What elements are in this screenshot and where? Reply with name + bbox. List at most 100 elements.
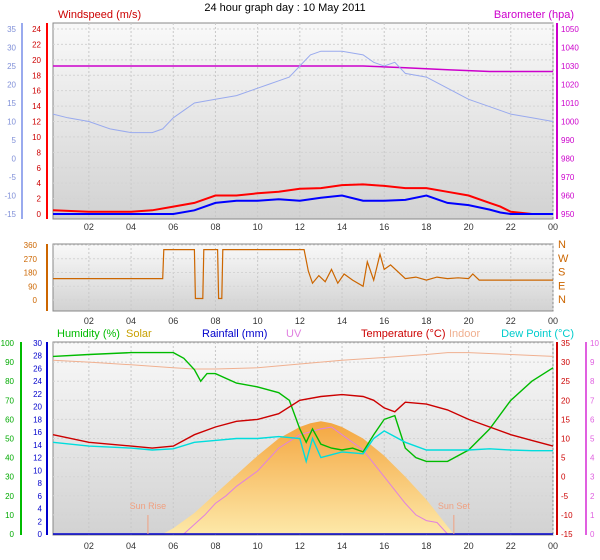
windavg-series bbox=[53, 194, 553, 215]
wind-outer-y-tick-label: 35 bbox=[7, 25, 16, 34]
temperature-y-tick-label: 5 bbox=[561, 454, 566, 463]
direction-x-tick-label: 12 bbox=[295, 316, 305, 326]
uv-y-tick-label: 9 bbox=[590, 358, 595, 367]
wind-outer-y-tick-label: 5 bbox=[12, 136, 17, 145]
direction-x-tick-label: 22 bbox=[506, 316, 516, 326]
indoor-series bbox=[52, 352, 554, 370]
barometer-y-tick-label: 1000 bbox=[561, 118, 579, 127]
direction-y-tick-label: 360 bbox=[24, 241, 38, 250]
rainfall-y-tick-label: 26 bbox=[33, 364, 42, 373]
climate-x-tick-label: 20 bbox=[464, 541, 474, 551]
rainfall-y-tick-label: 24 bbox=[33, 377, 42, 386]
wind-y-tick-label: 22 bbox=[32, 40, 41, 49]
humidity-y-tick-label: 70 bbox=[5, 396, 14, 405]
gust_band-series bbox=[52, 50, 554, 134]
humidity-y-tick-label: 40 bbox=[5, 454, 14, 463]
uv-y-tick-label: 3 bbox=[590, 473, 595, 482]
rainfall-y-tick-label: 28 bbox=[33, 352, 42, 361]
climate-x-tick-label: 22 bbox=[506, 541, 516, 551]
wind-x-tick-label: 10 bbox=[253, 222, 263, 232]
humidity-y-tick-label: 30 bbox=[5, 473, 14, 482]
uv-y-tick-label: 6 bbox=[590, 415, 595, 424]
climate-x-tick-label: 18 bbox=[421, 541, 431, 551]
direction-x-tick-label: 00 bbox=[548, 316, 558, 326]
barometer-y-tick-label: 960 bbox=[561, 192, 575, 201]
humidity-y-tick-label: 20 bbox=[5, 492, 14, 501]
rainfall-y-tick-label: 20 bbox=[33, 403, 42, 412]
barometer-y-tick-label: 1040 bbox=[561, 44, 579, 53]
wind-y-tick-label: 16 bbox=[32, 87, 41, 96]
temperature-y-tick-label: 30 bbox=[561, 358, 570, 367]
uv-y-tick-label: 4 bbox=[590, 454, 595, 463]
barometer-y-tick-label: 970 bbox=[561, 173, 575, 182]
wind-outer-y-tick-label: -5 bbox=[9, 173, 17, 182]
barometer-y-tick-label: 990 bbox=[561, 136, 575, 145]
rainfall-label: Rainfall (mm) bbox=[202, 328, 267, 340]
wind-x-tick-label: 18 bbox=[421, 222, 431, 232]
wind-x-tick-label: 16 bbox=[379, 222, 389, 232]
climate-x-tick-label: 16 bbox=[379, 541, 389, 551]
graph-title: 24 hour graph day : 10 May 2011 bbox=[204, 2, 365, 14]
wind-y-tick-label: 20 bbox=[32, 56, 41, 65]
temperature-y-tick-label: -10 bbox=[561, 511, 573, 520]
compass-label: S bbox=[558, 267, 565, 279]
direction-y-tick-label: 0 bbox=[33, 296, 38, 305]
direction-y-tick-label: 270 bbox=[24, 255, 38, 264]
wind-outer-y-tick-label: -15 bbox=[4, 210, 16, 219]
barometer-y-tick-label: 1020 bbox=[561, 81, 579, 90]
humidity-series bbox=[52, 351, 554, 463]
rainfall-y-tick-label: 0 bbox=[38, 530, 43, 539]
rainfall-y-tick-label: 16 bbox=[33, 428, 42, 437]
climate-x-tick-label: 06 bbox=[168, 541, 178, 551]
climate-x-tick-label: 10 bbox=[253, 541, 263, 551]
humidity-y-tick-label: 90 bbox=[5, 358, 14, 367]
uv-y-tick-label: 10 bbox=[590, 339, 599, 348]
uv-y-tick-label: 8 bbox=[590, 377, 595, 386]
temperature-label: Temperature (°C) bbox=[361, 328, 445, 340]
wind-direction-plot-area bbox=[52, 243, 554, 312]
barometer-y-tick-label: 1050 bbox=[561, 25, 579, 34]
barometer-y-tick-label: 980 bbox=[561, 155, 575, 164]
temperature-y-tick-label: 20 bbox=[561, 396, 570, 405]
compass-label: N bbox=[558, 239, 566, 251]
humidity-y-tick-label: 0 bbox=[10, 530, 15, 539]
dew-point-label: Dew Point (°C) bbox=[501, 328, 574, 340]
wind-direction-series bbox=[53, 249, 553, 300]
temperature-humidity-panel: Sun Rise Sun Set Humidity (%) Solar Rainf… bbox=[1, 328, 600, 551]
wind-x-tick-label: 14 bbox=[337, 222, 347, 232]
wind-y-tick-label: 18 bbox=[32, 71, 41, 80]
uv-label: UV bbox=[286, 328, 302, 340]
temperature-y-tick-label: 0 bbox=[561, 473, 566, 482]
uv-y-tick-label: 5 bbox=[590, 435, 595, 444]
temperature-y-tick-label: 10 bbox=[561, 435, 570, 444]
uv-y-tick-label: 7 bbox=[590, 396, 595, 405]
barometer-y-tick-label: 1030 bbox=[561, 62, 579, 71]
compass-label: W bbox=[558, 253, 569, 265]
direction-y-tick-label: 180 bbox=[24, 269, 38, 278]
rainfall-y-tick-label: 22 bbox=[33, 390, 42, 399]
uv-y-tick-label: 2 bbox=[590, 492, 595, 501]
rainfall-y-tick-label: 14 bbox=[33, 441, 42, 450]
wind-x-tick-label: 04 bbox=[126, 222, 136, 232]
wind-y-tick-label: 0 bbox=[37, 210, 42, 219]
climate-x-tick-label: 00 bbox=[548, 541, 558, 551]
rainfall-y-tick-label: 8 bbox=[38, 479, 43, 488]
rainfall-y-tick-label: 12 bbox=[33, 454, 42, 463]
uv-y-tick-label: 1 bbox=[590, 511, 595, 520]
barometer-label: Barometer (hpa) bbox=[494, 9, 574, 21]
wind-outer-y-tick-label: 20 bbox=[7, 81, 16, 90]
direction-y-tick-label: 90 bbox=[28, 282, 37, 291]
climate-x-tick-label: 08 bbox=[210, 541, 220, 551]
direction-x-tick-label: 08 bbox=[210, 316, 220, 326]
direction-x-tick-label: 04 bbox=[126, 316, 136, 326]
climate-x-tick-label: 14 bbox=[337, 541, 347, 551]
dew_point-series bbox=[52, 430, 553, 465]
uv-y-tick-label: 0 bbox=[590, 530, 595, 539]
direction-x-tick-label: 10 bbox=[253, 316, 263, 326]
wind-outer-y-tick-label: -10 bbox=[4, 192, 16, 201]
wind-x-tick-label: 06 bbox=[168, 222, 178, 232]
wind-outer-y-tick-label: 10 bbox=[7, 118, 16, 127]
wind-x-tick-label: 20 bbox=[464, 222, 474, 232]
wind-x-tick-label: 00 bbox=[548, 222, 558, 232]
